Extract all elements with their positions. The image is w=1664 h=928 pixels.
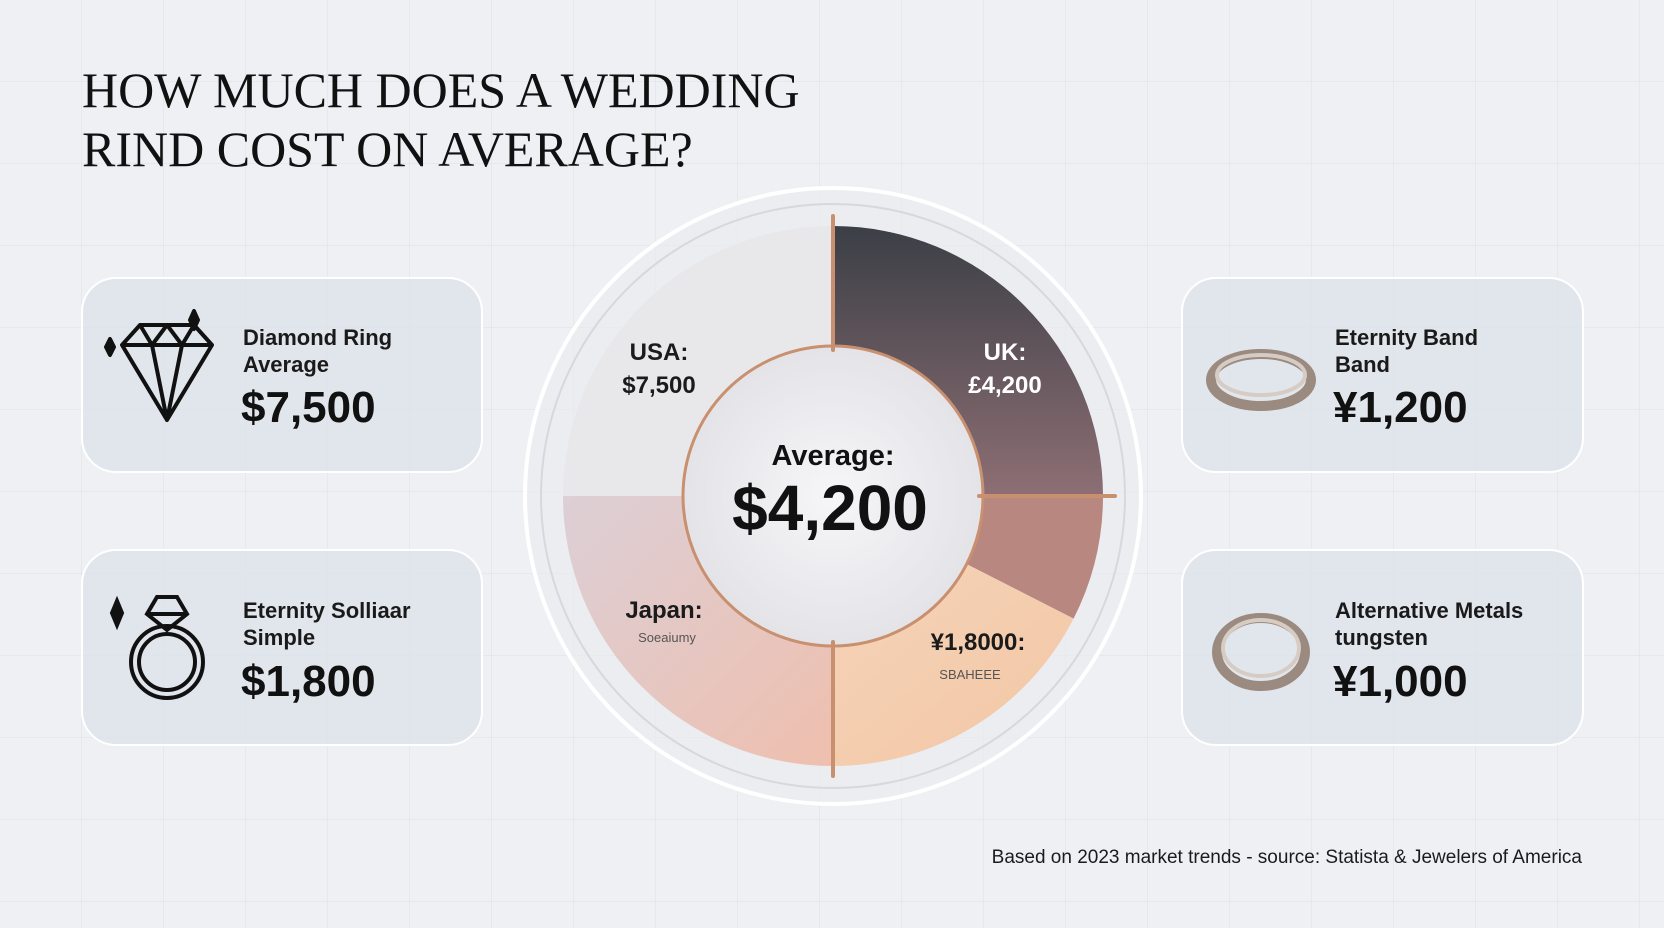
donut-segment (563, 226, 833, 496)
card (1181, 549, 1584, 746)
diamond-icon (104, 309, 214, 422)
card-label: Average (243, 352, 329, 377)
segment-sub: Soeaiumy (638, 630, 696, 645)
card-label: tungsten (1335, 625, 1428, 650)
card-label: Band (1335, 352, 1390, 377)
band-icon (1206, 349, 1316, 691)
donut-segment (833, 564, 1074, 766)
donut-segment (563, 496, 833, 766)
segment-value: $7,500 (622, 372, 695, 399)
center-label: Average: (771, 440, 894, 472)
title-line: RIND COST ON AVERAGE? (82, 121, 693, 177)
donut-hole (684, 347, 982, 645)
donut (523, 186, 1143, 806)
ring-icon (109, 595, 205, 700)
segment-label: Japan: (625, 597, 702, 624)
card-label: Simple (243, 625, 315, 650)
card-label: Eternity Band (1335, 325, 1478, 350)
donut-labels: USA: $7,500 UK: £4,200 Japan: Soeaiumy ¥… (622, 339, 1041, 682)
card-label: Diamond Ring (243, 325, 392, 350)
title-line: HOW MUCH DOES A WEDDING (82, 62, 800, 118)
card-price: ¥1,000 (1333, 657, 1468, 706)
center-value: $4,200 (732, 472, 928, 544)
card (1181, 277, 1584, 473)
card-price: ¥1,200 (1333, 383, 1468, 432)
donut-segment (966, 496, 1103, 619)
segment-label: ¥1,8000: (931, 629, 1026, 656)
footnote: Based on 2023 market trends - source: St… (992, 847, 1583, 868)
donut-ring (540, 203, 1126, 789)
card-price: $1,800 (241, 657, 376, 706)
cards: Diamond Ring Average $7,500 Eternity Sol… (81, 277, 1584, 746)
card-label: Eternity Solliaar (243, 598, 411, 623)
segment-value: £4,200 (968, 372, 1041, 399)
card-price: $7,500 (241, 383, 376, 432)
segment-label: USA: (630, 339, 689, 366)
card-label: Alternative Metals (1335, 598, 1523, 623)
segment-sub: SBAHEEE (939, 667, 1001, 682)
segment-label: UK: (984, 339, 1027, 366)
donut-segment (833, 226, 1103, 496)
